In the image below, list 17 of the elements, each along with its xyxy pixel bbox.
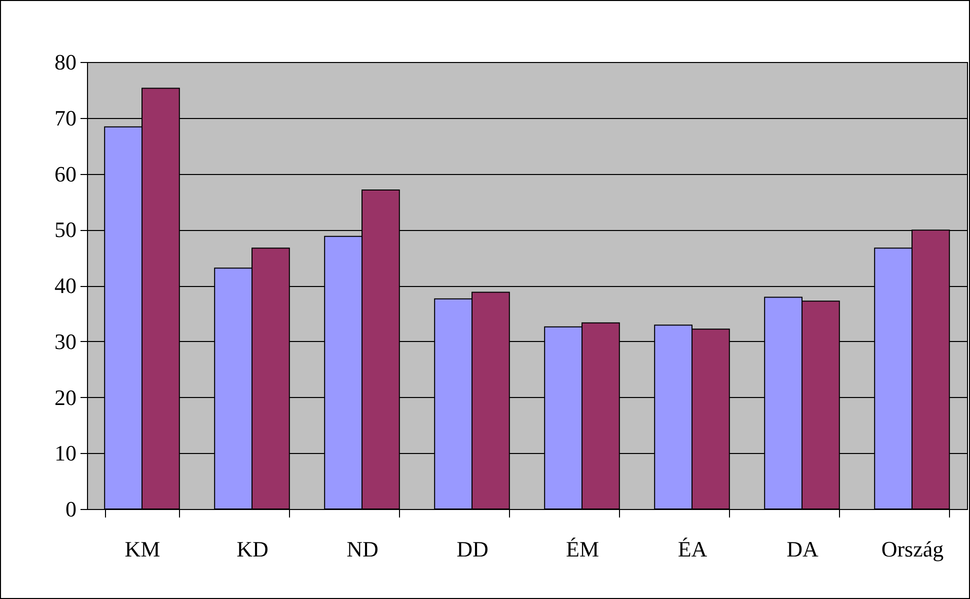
x-tick-label: DD — [456, 536, 488, 562]
y-tick-label: 30 — [54, 328, 76, 354]
y-tick-label: 0 — [66, 496, 76, 522]
y-tick-label: 60 — [54, 161, 76, 186]
y-tick-label: 20 — [54, 384, 76, 410]
x-tick-label: KM — [124, 536, 160, 562]
x-tick-label: ÉM — [566, 536, 599, 562]
y-tick-label: 50 — [54, 217, 76, 242]
y-tick-label: 70 — [54, 105, 76, 130]
x-tick-label: ÉA — [678, 536, 708, 562]
x-tick-label: DA — [786, 536, 818, 562]
x-tick-label: Ország — [881, 536, 944, 562]
x-tick-label: KD — [236, 536, 268, 562]
y-tick-label: 10 — [54, 440, 76, 466]
y-tick-label: 80 — [54, 50, 76, 74]
x-tick-label: ND — [346, 536, 378, 562]
y-tick-label: 40 — [54, 273, 76, 298]
